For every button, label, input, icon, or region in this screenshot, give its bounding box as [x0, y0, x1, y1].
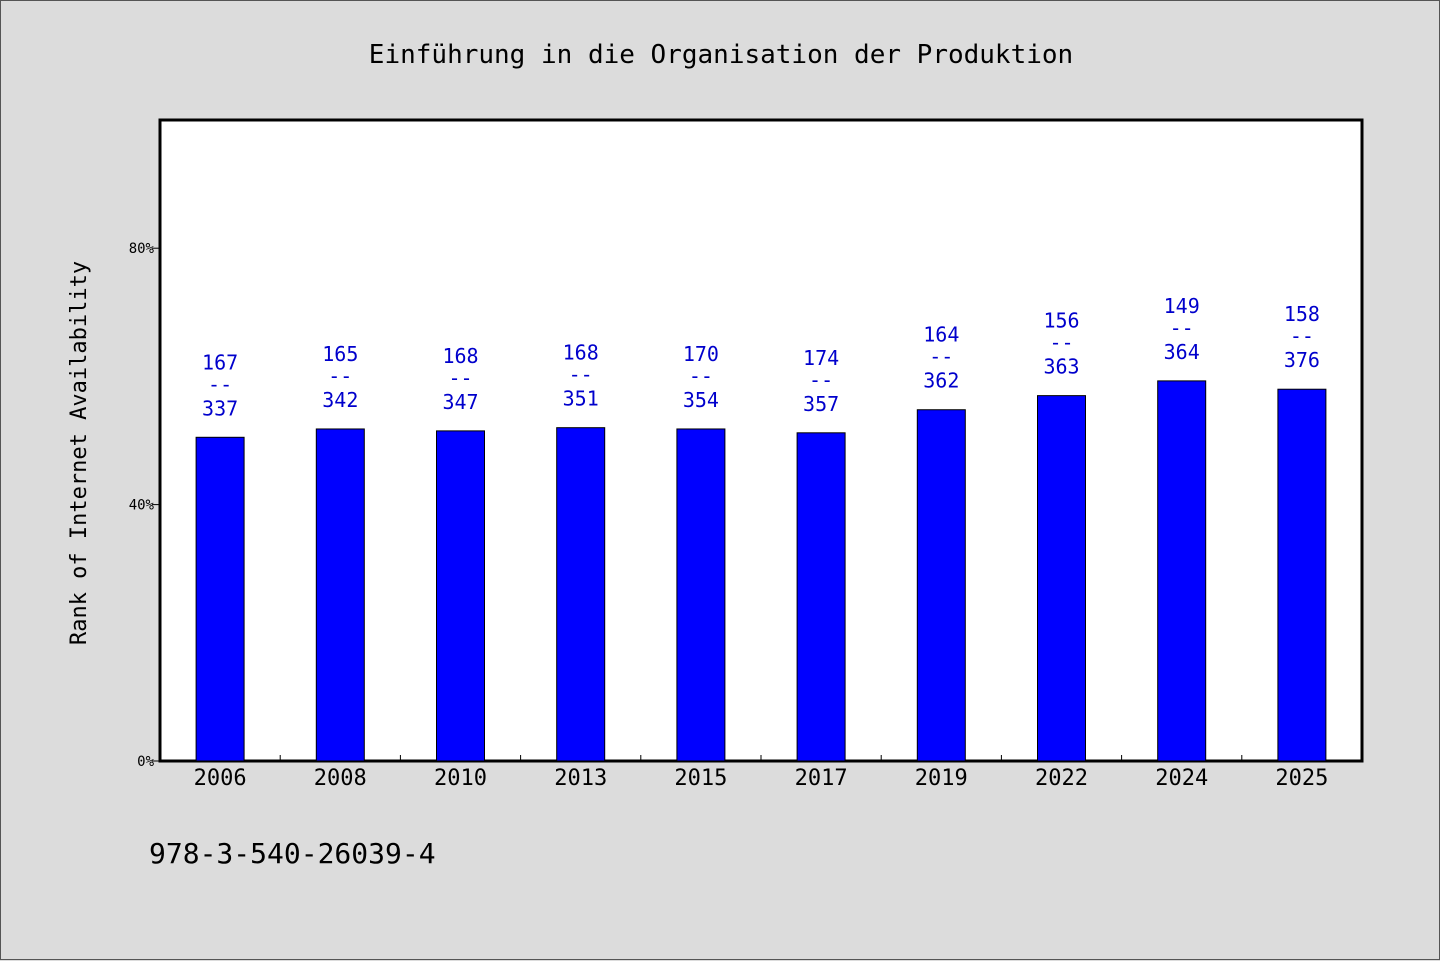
data-label-total: 364 — [1164, 340, 1200, 364]
y-tick-label: 40% — [129, 498, 155, 514]
data-label-separator: -- — [689, 364, 713, 388]
bar — [796, 432, 846, 762]
data-label-rank: 168 — [563, 341, 599, 365]
data-label-rank: 149 — [1164, 294, 1200, 318]
x-tick-label: 2008 — [314, 766, 367, 791]
x-axis: 2006 2008 2010 2013 2015 2017 2019 2022 2024 2025 — [194, 755, 1328, 791]
data-label-rank: 170 — [683, 342, 719, 366]
y-tick-label: 80% — [129, 241, 155, 257]
data-label-total: 354 — [683, 388, 719, 412]
bar-series — [195, 380, 1327, 762]
x-tick-label: 2025 — [1275, 766, 1328, 791]
y-tick-label: 0% — [137, 754, 154, 770]
data-label-total: 342 — [322, 388, 358, 412]
data-label-separator: -- — [1049, 331, 1073, 355]
data-label-separator: -- — [1170, 316, 1194, 340]
data-label-rank: 164 — [923, 323, 959, 347]
y-axis: 0% 40% 80% — [129, 241, 160, 770]
data-label-rank: 168 — [442, 344, 478, 368]
bar — [1037, 395, 1086, 762]
x-tick-label: 2019 — [915, 766, 968, 791]
data-label-total: 347 — [442, 390, 478, 414]
data-label-rank: 158 — [1284, 302, 1320, 326]
isbn-footer: 978-3-540-26039-4 — [149, 837, 436, 870]
y-axis-label: Rank of Internet Availability — [67, 261, 92, 645]
data-label-total: 351 — [563, 387, 599, 411]
x-tick-label: 2017 — [795, 766, 848, 791]
data-label-separator: -- — [208, 372, 232, 396]
x-tick-label: 2006 — [194, 766, 247, 791]
bar — [676, 428, 726, 762]
data-label-separator: -- — [929, 345, 953, 369]
data-label-separator: -- — [809, 368, 833, 392]
data-label-total: 362 — [923, 369, 959, 393]
bar — [1277, 388, 1327, 762]
bar — [556, 427, 606, 762]
data-label-separator: -- — [569, 363, 593, 387]
data-labels: 167--337165--342168--347168--351170--354… — [202, 294, 1320, 420]
x-tick-label: 2024 — [1155, 766, 1208, 791]
data-label-separator: -- — [328, 364, 352, 388]
data-label-rank: 167 — [202, 350, 238, 374]
data-label-total: 376 — [1284, 348, 1320, 372]
x-tick-label: 2013 — [554, 766, 607, 791]
data-label-rank: 156 — [1043, 309, 1079, 333]
bar — [195, 436, 245, 762]
data-label-rank: 165 — [322, 342, 358, 366]
bar — [1157, 380, 1207, 762]
data-label-rank: 174 — [803, 346, 839, 370]
bar — [916, 409, 966, 762]
data-label-separator: -- — [1290, 324, 1314, 348]
data-label-total: 337 — [202, 396, 238, 420]
data-label-total: 363 — [1043, 355, 1079, 379]
x-tick-label: 2022 — [1035, 766, 1088, 791]
bar — [436, 430, 485, 762]
x-tick-label: 2010 — [434, 766, 487, 791]
data-label-separator: -- — [448, 366, 472, 390]
bar — [315, 428, 365, 762]
data-label-total: 357 — [803, 392, 839, 416]
x-tick-label: 2015 — [674, 766, 727, 791]
chart-title: Einführung in die Organisation der Produ… — [369, 40, 1073, 70]
